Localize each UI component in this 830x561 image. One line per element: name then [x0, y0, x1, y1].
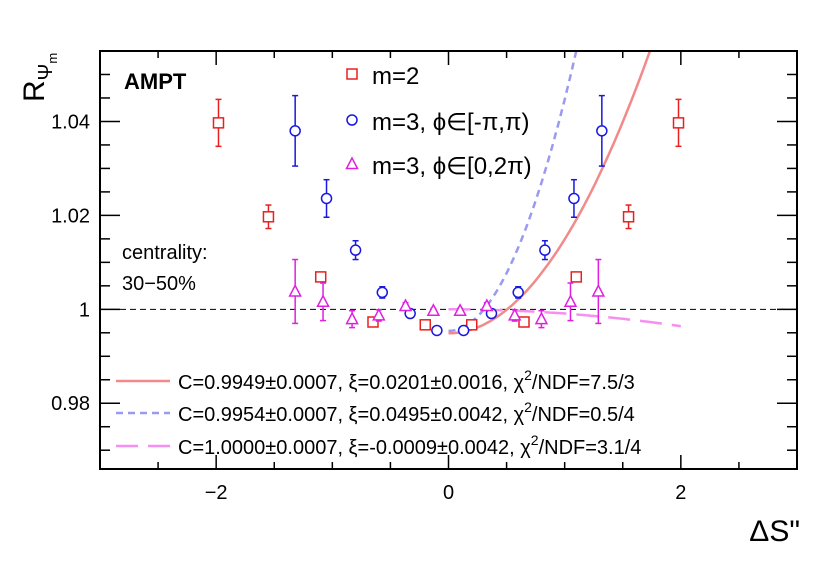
fit-curve-1	[448, 51, 652, 335]
data-point-series-3	[507, 307, 522, 321]
svg-text:RΨm: RΨm	[18, 53, 60, 102]
y-tick-label: 0.98	[51, 393, 90, 415]
data-point-series-2	[539, 244, 551, 256]
data-point-series-3	[563, 294, 578, 308]
model-label: AMPT	[124, 69, 187, 94]
legend-marker-1	[346, 68, 358, 80]
y-tick-label: 1.02	[51, 205, 90, 227]
data-point-series-3	[288, 283, 302, 297]
data-point-series-2	[320, 192, 333, 205]
data-point-series-2	[289, 125, 301, 137]
data-point-series-1	[419, 319, 432, 331]
data-point-series-1	[672, 117, 685, 129]
data-point-series-1	[518, 316, 530, 328]
centrality-value: 30−50%	[122, 273, 196, 295]
data-point-series-2	[376, 286, 389, 299]
data-point-series-2	[596, 125, 608, 137]
legend-fit-label-2: C=0.9954±0.0007, ξ=0.0495±0.0042, χ2/NDF…	[178, 399, 635, 426]
data-point-series-3	[426, 303, 441, 316]
data-point-series-3	[591, 283, 606, 297]
data-point-series-3	[372, 307, 386, 321]
data-point-series-1	[570, 271, 583, 283]
legend-marker-2	[346, 114, 358, 126]
legend-label-3: m=3, ϕ∈[0,2π)	[372, 153, 532, 180]
data-point-series-3	[345, 311, 359, 325]
legend-label-1: m=2	[372, 63, 419, 90]
data-point-series-1	[262, 211, 275, 223]
y-tick-label: 1	[79, 299, 90, 321]
y-axis-title: RΨm	[18, 53, 60, 102]
data-point-series-3	[534, 311, 549, 325]
data-point-series-1	[367, 316, 379, 328]
x-axis-title: ΔS"	[749, 515, 800, 548]
data-point-series-3	[398, 298, 413, 312]
y-axis-title-main: R	[18, 80, 51, 102]
fit-curve-2	[448, 51, 578, 333]
legend-fit-label-3: C=1.0000±0.0007, ξ=-0.0009±0.0042, χ2/ND…	[178, 432, 641, 459]
data-point-series-3	[480, 298, 494, 312]
data-point-series-2	[349, 244, 362, 256]
y-axis-title-sub: Ψ	[35, 64, 57, 81]
data-point-series-2	[512, 286, 524, 299]
data-point-series-2	[457, 324, 470, 337]
data-point-series-1	[465, 319, 478, 331]
centrality-label: centrality:	[122, 242, 208, 264]
data-point-series-1	[212, 117, 225, 129]
legend-marker-3	[345, 156, 359, 170]
data-point-series-2	[431, 324, 443, 337]
data-point-series-3	[453, 303, 467, 316]
data-point-series-3	[316, 294, 330, 308]
legend-label-2: m=3, ϕ∈[-π,π)	[372, 109, 529, 136]
data-point-series-1	[314, 271, 327, 283]
y-axis-title-subsub: m	[45, 53, 60, 64]
x-tick-label: −2	[205, 482, 228, 504]
y-tick-label: 1.04	[51, 111, 90, 133]
x-tick-label: 2	[675, 482, 686, 504]
x-tick-label: 0	[443, 482, 454, 504]
data-point-series-2	[568, 192, 580, 205]
legend-fit-label-1: C=0.9949±0.0007, ξ=0.0201±0.0016, χ2/NDF…	[178, 367, 635, 394]
data-point-series-1	[622, 211, 635, 223]
